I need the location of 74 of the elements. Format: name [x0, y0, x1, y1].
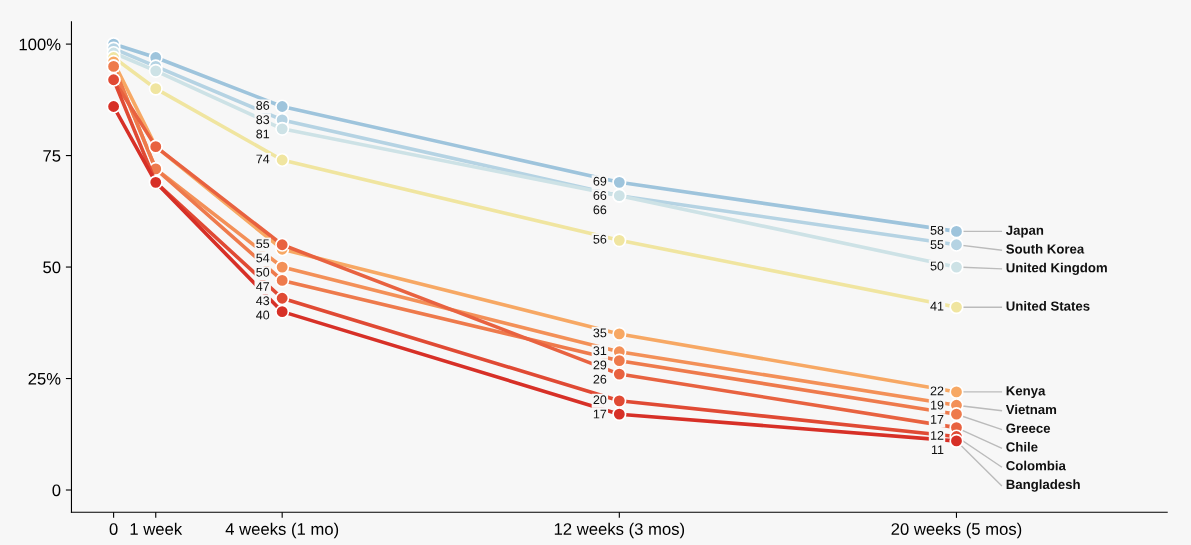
data-label: 56	[593, 234, 607, 244]
data-label: 74	[256, 154, 270, 164]
point	[949, 433, 964, 449]
data-label: 17	[593, 409, 607, 419]
text: United Kingdom	[1006, 262, 1107, 276]
y-tick-label: 50	[43, 261, 61, 274]
point	[612, 233, 627, 248]
data-label: 86	[256, 101, 270, 110]
point	[106, 99, 121, 114]
y-tick-label: 75	[43, 150, 61, 162]
data-label: 83	[256, 115, 270, 125]
point	[148, 81, 163, 96]
y-tick-label: 25%	[28, 372, 61, 385]
text: Japan	[1005, 225, 1044, 238]
data-label: 20	[593, 395, 607, 405]
data-label: 31	[593, 346, 607, 356]
x-tick-label: 12 weeks (3 mos)	[554, 522, 685, 539]
text: Colombia	[1006, 460, 1066, 471]
data-label: 66	[593, 191, 607, 200]
point	[148, 63, 163, 78]
data-label: 47	[256, 282, 270, 291]
point	[949, 300, 964, 315]
data-label: 50	[930, 261, 944, 271]
data-label: 11	[931, 445, 944, 454]
text: Kenya	[1006, 386, 1046, 399]
data-label: 66	[593, 205, 607, 215]
point	[612, 407, 627, 422]
point	[949, 237, 964, 252]
data-label: 41	[930, 301, 944, 311]
data-label: 29	[593, 360, 607, 370]
point	[612, 326, 627, 342]
text: United States	[1006, 301, 1090, 311]
point	[612, 175, 627, 190]
point	[275, 259, 290, 275]
text: Greece	[1006, 423, 1051, 433]
data-label: 19	[931, 400, 944, 410]
point	[275, 121, 290, 136]
point	[275, 152, 290, 168]
data-label: 58	[930, 225, 944, 235]
x-tick-label: 1 week	[130, 522, 183, 535]
point	[612, 393, 627, 408]
data-label: 55	[256, 239, 270, 249]
point	[275, 304, 290, 319]
point	[949, 407, 964, 422]
x-tick-label: 0	[109, 523, 118, 535]
point	[275, 237, 290, 252]
data-label: 43	[256, 296, 270, 306]
data-label: 50	[256, 267, 270, 277]
point	[275, 291, 290, 306]
data-label: 26	[593, 374, 607, 384]
data-label: 17	[931, 415, 944, 424]
point	[275, 273, 290, 288]
text: Bangladesh	[1006, 479, 1080, 492]
point	[949, 384, 964, 399]
data-label: 12	[931, 431, 944, 440]
data-label: 54	[256, 253, 270, 263]
x-tick-label: 4 weeks (1 mo)	[225, 522, 339, 539]
point	[275, 99, 290, 114]
text: Chile	[1006, 441, 1038, 452]
data-label: 81	[256, 129, 270, 139]
y-tick-label: 100%	[19, 38, 61, 51]
data-label: 69	[593, 176, 607, 186]
data-label: 40	[256, 310, 270, 320]
point	[612, 353, 627, 368]
point	[949, 259, 964, 275]
text: South Korea	[1006, 243, 1085, 254]
point	[612, 366, 627, 382]
data-label: 55	[930, 240, 944, 249]
data-label: 22	[930, 386, 944, 396]
x-tick-label: 20 weeks (5 mos)	[891, 522, 1022, 539]
y-tick-label: 0	[52, 484, 61, 497]
data-label: 35	[593, 328, 607, 338]
text: Vietnam	[1005, 404, 1057, 415]
point	[949, 224, 964, 239]
